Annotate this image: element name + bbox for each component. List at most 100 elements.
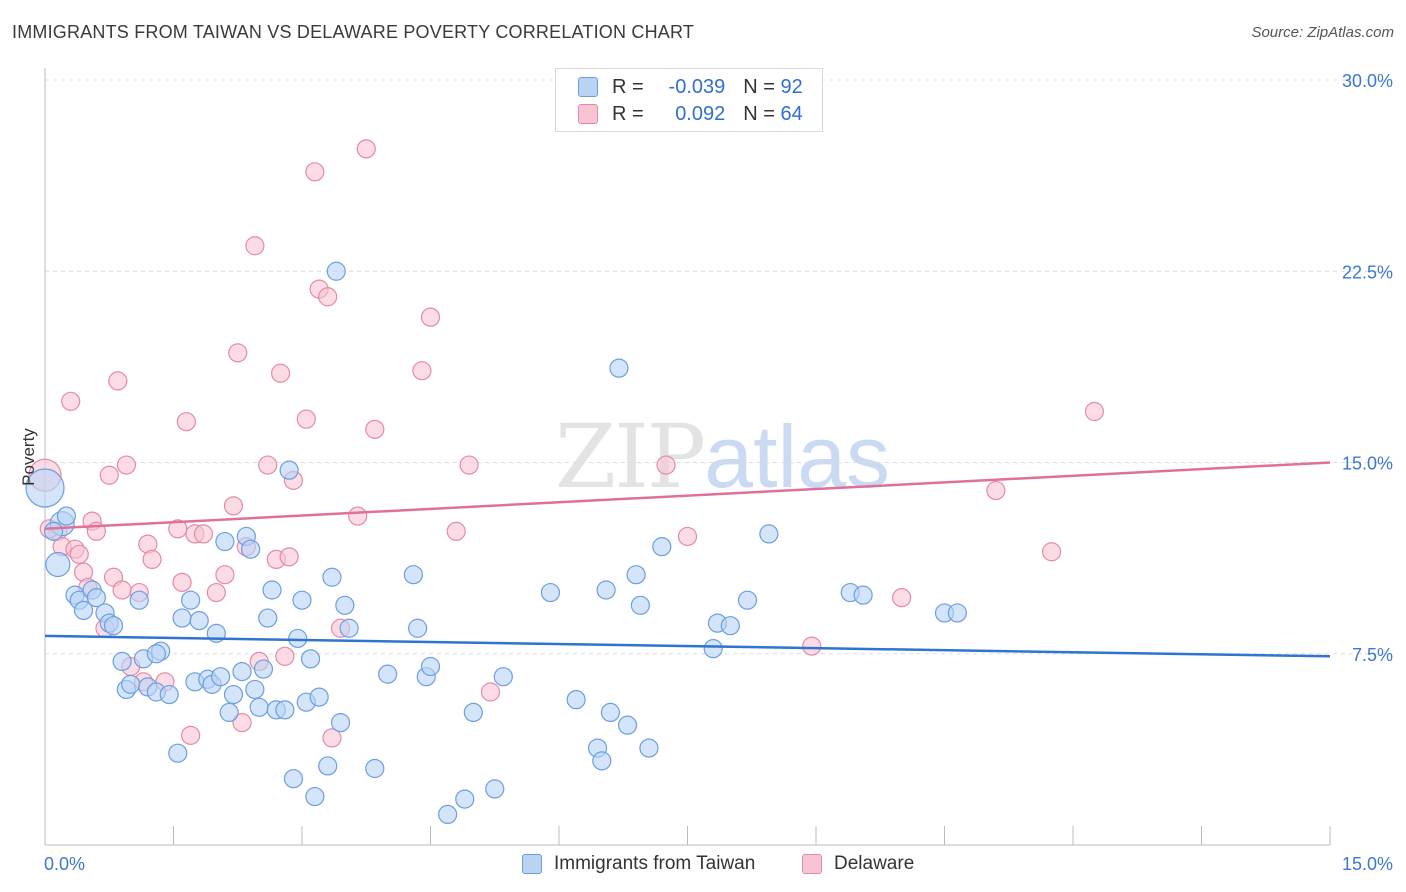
delaware-point (1041, 542, 1062, 562)
taiwan-point (262, 580, 282, 600)
delaware-point (223, 496, 244, 516)
taiwan-point (630, 595, 650, 615)
taiwan-point (103, 616, 124, 636)
taiwan-point (232, 661, 252, 682)
taiwan-point (305, 786, 325, 807)
watermark: ZIPatlas (555, 405, 890, 508)
taiwan-point (292, 590, 312, 610)
taiwan-point (211, 667, 231, 687)
taiwan-point (566, 690, 586, 710)
correlation-legend: R = -0.039 N = 92 R = 0.092 N = 64 (555, 68, 823, 132)
delaware-point (245, 236, 265, 256)
taiwan-point (365, 758, 385, 779)
taiwan-point (330, 712, 351, 733)
delaware-point (112, 580, 132, 600)
taiwan-points (25, 261, 967, 825)
delaware-points (28, 139, 1105, 748)
y-tick-label: 30.0% (1342, 71, 1393, 91)
delaware-point (348, 506, 368, 526)
taiwan-point (455, 789, 475, 809)
taiwan-point (639, 738, 659, 758)
taiwan-point (947, 603, 967, 623)
delaware-point (892, 588, 912, 608)
taiwan-point (300, 649, 321, 669)
taiwan-point (215, 531, 235, 552)
grid-lines (45, 79, 1392, 655)
taiwan-point (253, 659, 274, 679)
taiwan-point (279, 460, 299, 480)
taiwan-point (86, 588, 107, 608)
taiwan-point (609, 358, 629, 378)
taiwan-point (112, 651, 132, 672)
taiwan-point (720, 616, 740, 636)
taiwan-point (241, 539, 261, 559)
delaware-point (215, 565, 235, 585)
legend-item-taiwan[interactable]: Immigrants from Taiwan (522, 851, 755, 877)
delaware-point (322, 728, 342, 748)
delaware-point (802, 636, 822, 656)
delaware-point (656, 455, 676, 475)
taiwan-point (283, 769, 304, 789)
delaware-point (1084, 401, 1105, 422)
delaware-point (412, 361, 432, 381)
taiwan-point (703, 639, 723, 659)
taiwan-point (592, 751, 612, 771)
r-value: 0.092 (675, 102, 726, 125)
taiwan-point (172, 608, 192, 628)
delaware-point (296, 409, 316, 429)
taiwan-point (43, 521, 64, 541)
delaware-trend-line (44, 461, 1331, 531)
delaware-point (232, 712, 252, 733)
delaware-point (270, 363, 291, 383)
taiwan-point (652, 537, 672, 557)
taiwan-point (596, 580, 616, 600)
delaware-point (677, 526, 698, 547)
delaware-point (61, 391, 81, 411)
n-value: 64 (780, 102, 803, 125)
taiwan-point (146, 644, 166, 664)
delaware-point (459, 455, 479, 475)
legend-label-taiwan: Immigrants from Taiwan (554, 853, 756, 874)
delaware-point (356, 139, 376, 159)
delaware-point (172, 572, 192, 592)
taiwan-point (159, 684, 179, 705)
delaware-point (108, 371, 128, 391)
delaware-point (446, 521, 466, 541)
taiwan-point (288, 628, 308, 649)
taiwan-swatch (578, 77, 598, 97)
taiwan-point (249, 697, 269, 717)
taiwan-point (485, 779, 505, 799)
taiwan-point (617, 715, 638, 735)
delaware-point (193, 524, 214, 544)
taiwan-point (73, 600, 94, 621)
delaware-point (142, 549, 162, 570)
legend-row-taiwan: R = -0.039 N = 92 (578, 74, 803, 100)
delaware-point (99, 465, 119, 485)
taiwan-point (168, 743, 188, 763)
watermark-zip: ZIP (555, 405, 706, 508)
delaware-point (305, 162, 325, 182)
n-value: 92 (780, 75, 803, 98)
delaware-swatch (578, 104, 598, 124)
legend-item-delaware[interactable]: Delaware (802, 851, 914, 877)
legend-label-delaware: Delaware (834, 853, 915, 874)
delaware-point (318, 287, 338, 307)
delaware-swatch (802, 854, 822, 874)
n-label: N = (743, 102, 775, 125)
taiwan-point (339, 618, 359, 638)
taiwan-point (318, 756, 338, 776)
taiwan-point (45, 551, 71, 578)
taiwan-point (438, 804, 458, 825)
taiwan-point (322, 567, 342, 587)
r-label: R = (612, 75, 644, 98)
taiwan-trend-line (44, 634, 1331, 658)
taiwan-point (223, 684, 244, 705)
taiwan-point (759, 524, 779, 544)
taiwan-point (129, 590, 149, 610)
source-label: Source: ZipAtlas.com (1251, 24, 1394, 41)
y-tick-label: 15.0% (1342, 454, 1393, 474)
taiwan-point (463, 702, 483, 723)
taiwan-point (626, 565, 646, 585)
taiwan-point (181, 590, 201, 610)
taiwan-point (56, 506, 77, 526)
